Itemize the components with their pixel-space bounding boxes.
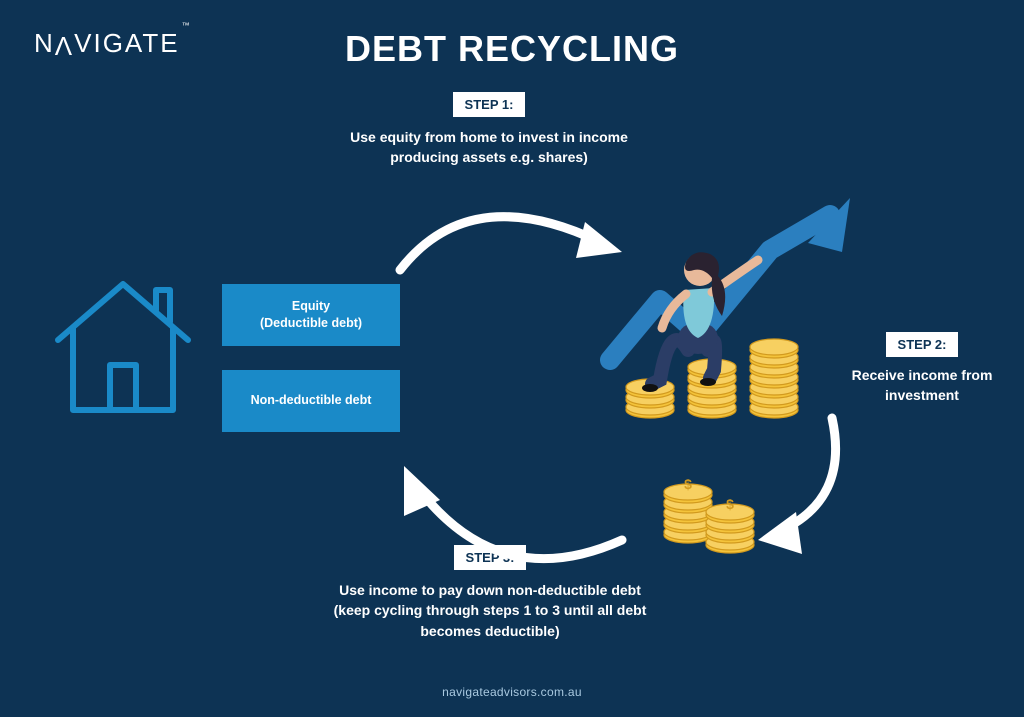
step-3-badge: STEP 3: (454, 545, 527, 570)
step-2-badge: STEP 2: (886, 332, 959, 357)
step-3-text: Use income to pay down non-deductible de… (330, 580, 650, 641)
step-2-text: Receive income from investment (842, 365, 1002, 406)
brand-name-tail: VIGATE (74, 28, 179, 58)
footer-url: navigateadvisors.com.au (442, 685, 582, 699)
nondeductible-box: Non-deductible debt (222, 370, 400, 432)
investor-person-icon (642, 252, 758, 392)
brand-tm: ™ (182, 21, 192, 30)
equity-label-1: Equity (292, 298, 330, 316)
nondeductible-label: Non-deductible debt (251, 392, 372, 410)
trend-arrow-icon (610, 198, 850, 360)
svg-text:$: $ (726, 496, 734, 512)
step-1-block: STEP 1: Use equity from home to invest i… (344, 92, 634, 168)
step-1-badge: STEP 1: (453, 92, 526, 117)
brand-logo: NVVIGATE™ (34, 28, 190, 59)
step-2-block: STEP 2: Receive income from investment (842, 332, 1002, 406)
growth-coin-stacks (626, 339, 798, 418)
house-icon (38, 260, 208, 430)
svg-text:$: $ (684, 476, 692, 492)
equity-label-2: (Deductible debt) (260, 315, 362, 333)
page-title: DEBT RECYCLING (345, 28, 679, 70)
income-coin-stacks: $ $ (664, 476, 754, 553)
arrow-step-2 (758, 418, 836, 554)
equity-box: Equity (Deductible debt) (222, 284, 400, 346)
arrow-step-1 (400, 217, 622, 270)
step-3-block: STEP 3: Use income to pay down non-deduc… (330, 545, 650, 641)
step-1-text: Use equity from home to invest in income… (344, 127, 634, 168)
